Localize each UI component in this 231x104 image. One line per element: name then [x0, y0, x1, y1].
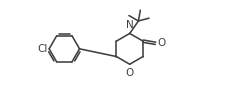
Text: O: O [157, 38, 165, 48]
Text: N: N [125, 20, 133, 30]
Text: Cl: Cl [37, 44, 47, 54]
Text: O: O [125, 68, 133, 78]
